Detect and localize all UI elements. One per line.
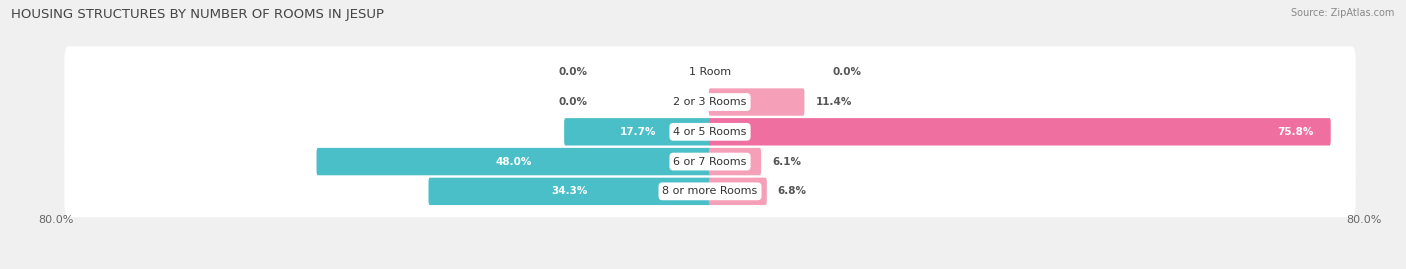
FancyBboxPatch shape (709, 178, 766, 205)
FancyBboxPatch shape (429, 178, 711, 205)
Text: 6.8%: 6.8% (778, 186, 807, 196)
Text: 75.8%: 75.8% (1277, 127, 1313, 137)
Legend: Owner-occupied, Renter-occupied: Owner-occupied, Renter-occupied (592, 266, 828, 269)
Text: HOUSING STRUCTURES BY NUMBER OF ROOMS IN JESUP: HOUSING STRUCTURES BY NUMBER OF ROOMS IN… (11, 8, 384, 21)
FancyBboxPatch shape (65, 76, 1355, 128)
FancyBboxPatch shape (564, 118, 711, 146)
FancyBboxPatch shape (709, 118, 1330, 146)
Text: 0.0%: 0.0% (832, 67, 862, 77)
Text: 4 or 5 Rooms: 4 or 5 Rooms (673, 127, 747, 137)
FancyBboxPatch shape (709, 148, 761, 175)
Text: 8 or more Rooms: 8 or more Rooms (662, 186, 758, 196)
Text: 0.0%: 0.0% (558, 97, 588, 107)
Text: 6 or 7 Rooms: 6 or 7 Rooms (673, 157, 747, 167)
Text: 2 or 3 Rooms: 2 or 3 Rooms (673, 97, 747, 107)
Text: 17.7%: 17.7% (620, 127, 657, 137)
Text: 6.1%: 6.1% (772, 157, 801, 167)
Text: 0.0%: 0.0% (558, 67, 588, 77)
FancyBboxPatch shape (316, 148, 711, 175)
Text: 34.3%: 34.3% (551, 186, 588, 196)
Text: 48.0%: 48.0% (496, 157, 531, 167)
FancyBboxPatch shape (65, 165, 1355, 217)
FancyBboxPatch shape (65, 46, 1355, 98)
FancyBboxPatch shape (65, 106, 1355, 158)
Text: Source: ZipAtlas.com: Source: ZipAtlas.com (1291, 8, 1395, 18)
Text: 11.4%: 11.4% (815, 97, 852, 107)
FancyBboxPatch shape (709, 88, 804, 116)
Text: 1 Room: 1 Room (689, 67, 731, 77)
FancyBboxPatch shape (65, 136, 1355, 187)
